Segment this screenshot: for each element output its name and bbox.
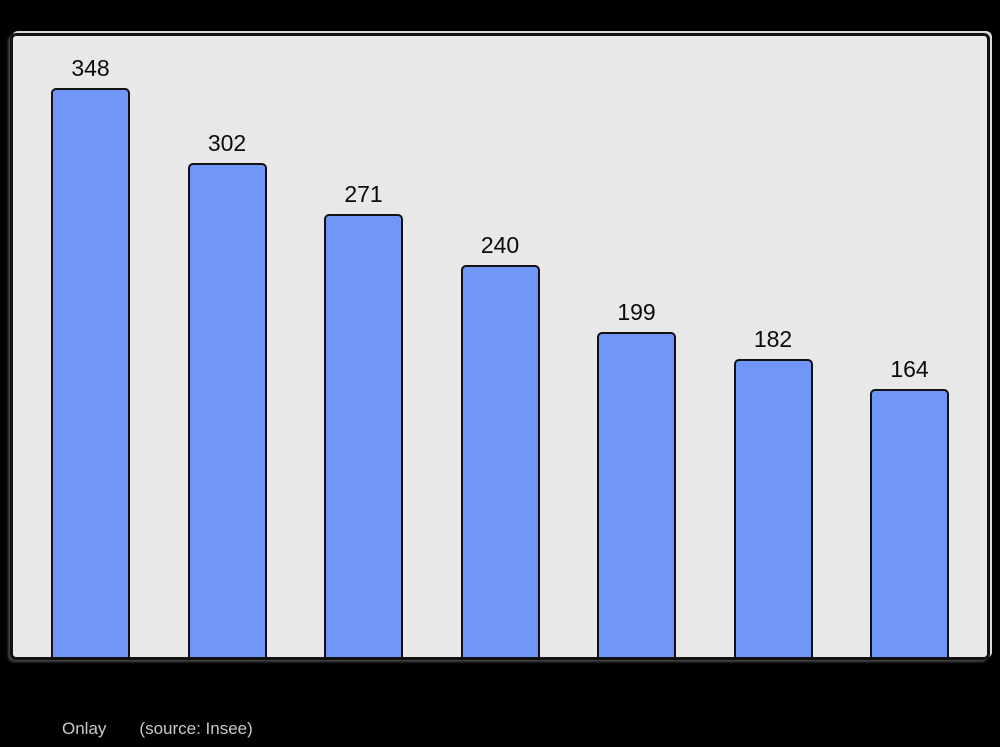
bar-column: 302	[187, 129, 267, 657]
caption-title: Onlay	[62, 719, 107, 738]
bar	[733, 359, 813, 657]
bar-column: 182	[733, 325, 813, 657]
bar	[187, 163, 267, 657]
bar-value-label: 271	[344, 180, 383, 207]
bar	[460, 265, 540, 657]
bar-column: 348	[51, 54, 130, 657]
bar-value-label: 348	[71, 54, 110, 81]
bar-value-label: 182	[753, 325, 793, 352]
bar-value-label: 302	[207, 129, 247, 156]
bar-value-label: 240	[480, 231, 520, 258]
caption-source: (source: Insee)	[139, 719, 253, 738]
bar-column: 164	[870, 355, 949, 657]
chart-panel: 348 302 271 240 199 182 164	[10, 33, 990, 660]
bar	[597, 332, 676, 657]
bar-column: 199	[597, 298, 676, 657]
bar-column: 271	[324, 180, 403, 657]
bar-value-label: 199	[617, 298, 656, 325]
bar-value-label: 164	[890, 355, 929, 382]
bar	[870, 389, 949, 657]
chart-caption: Onlay (source: Insee)	[62, 719, 253, 739]
bar-column: 240	[460, 231, 540, 657]
bar	[51, 88, 130, 657]
bar	[324, 214, 403, 657]
